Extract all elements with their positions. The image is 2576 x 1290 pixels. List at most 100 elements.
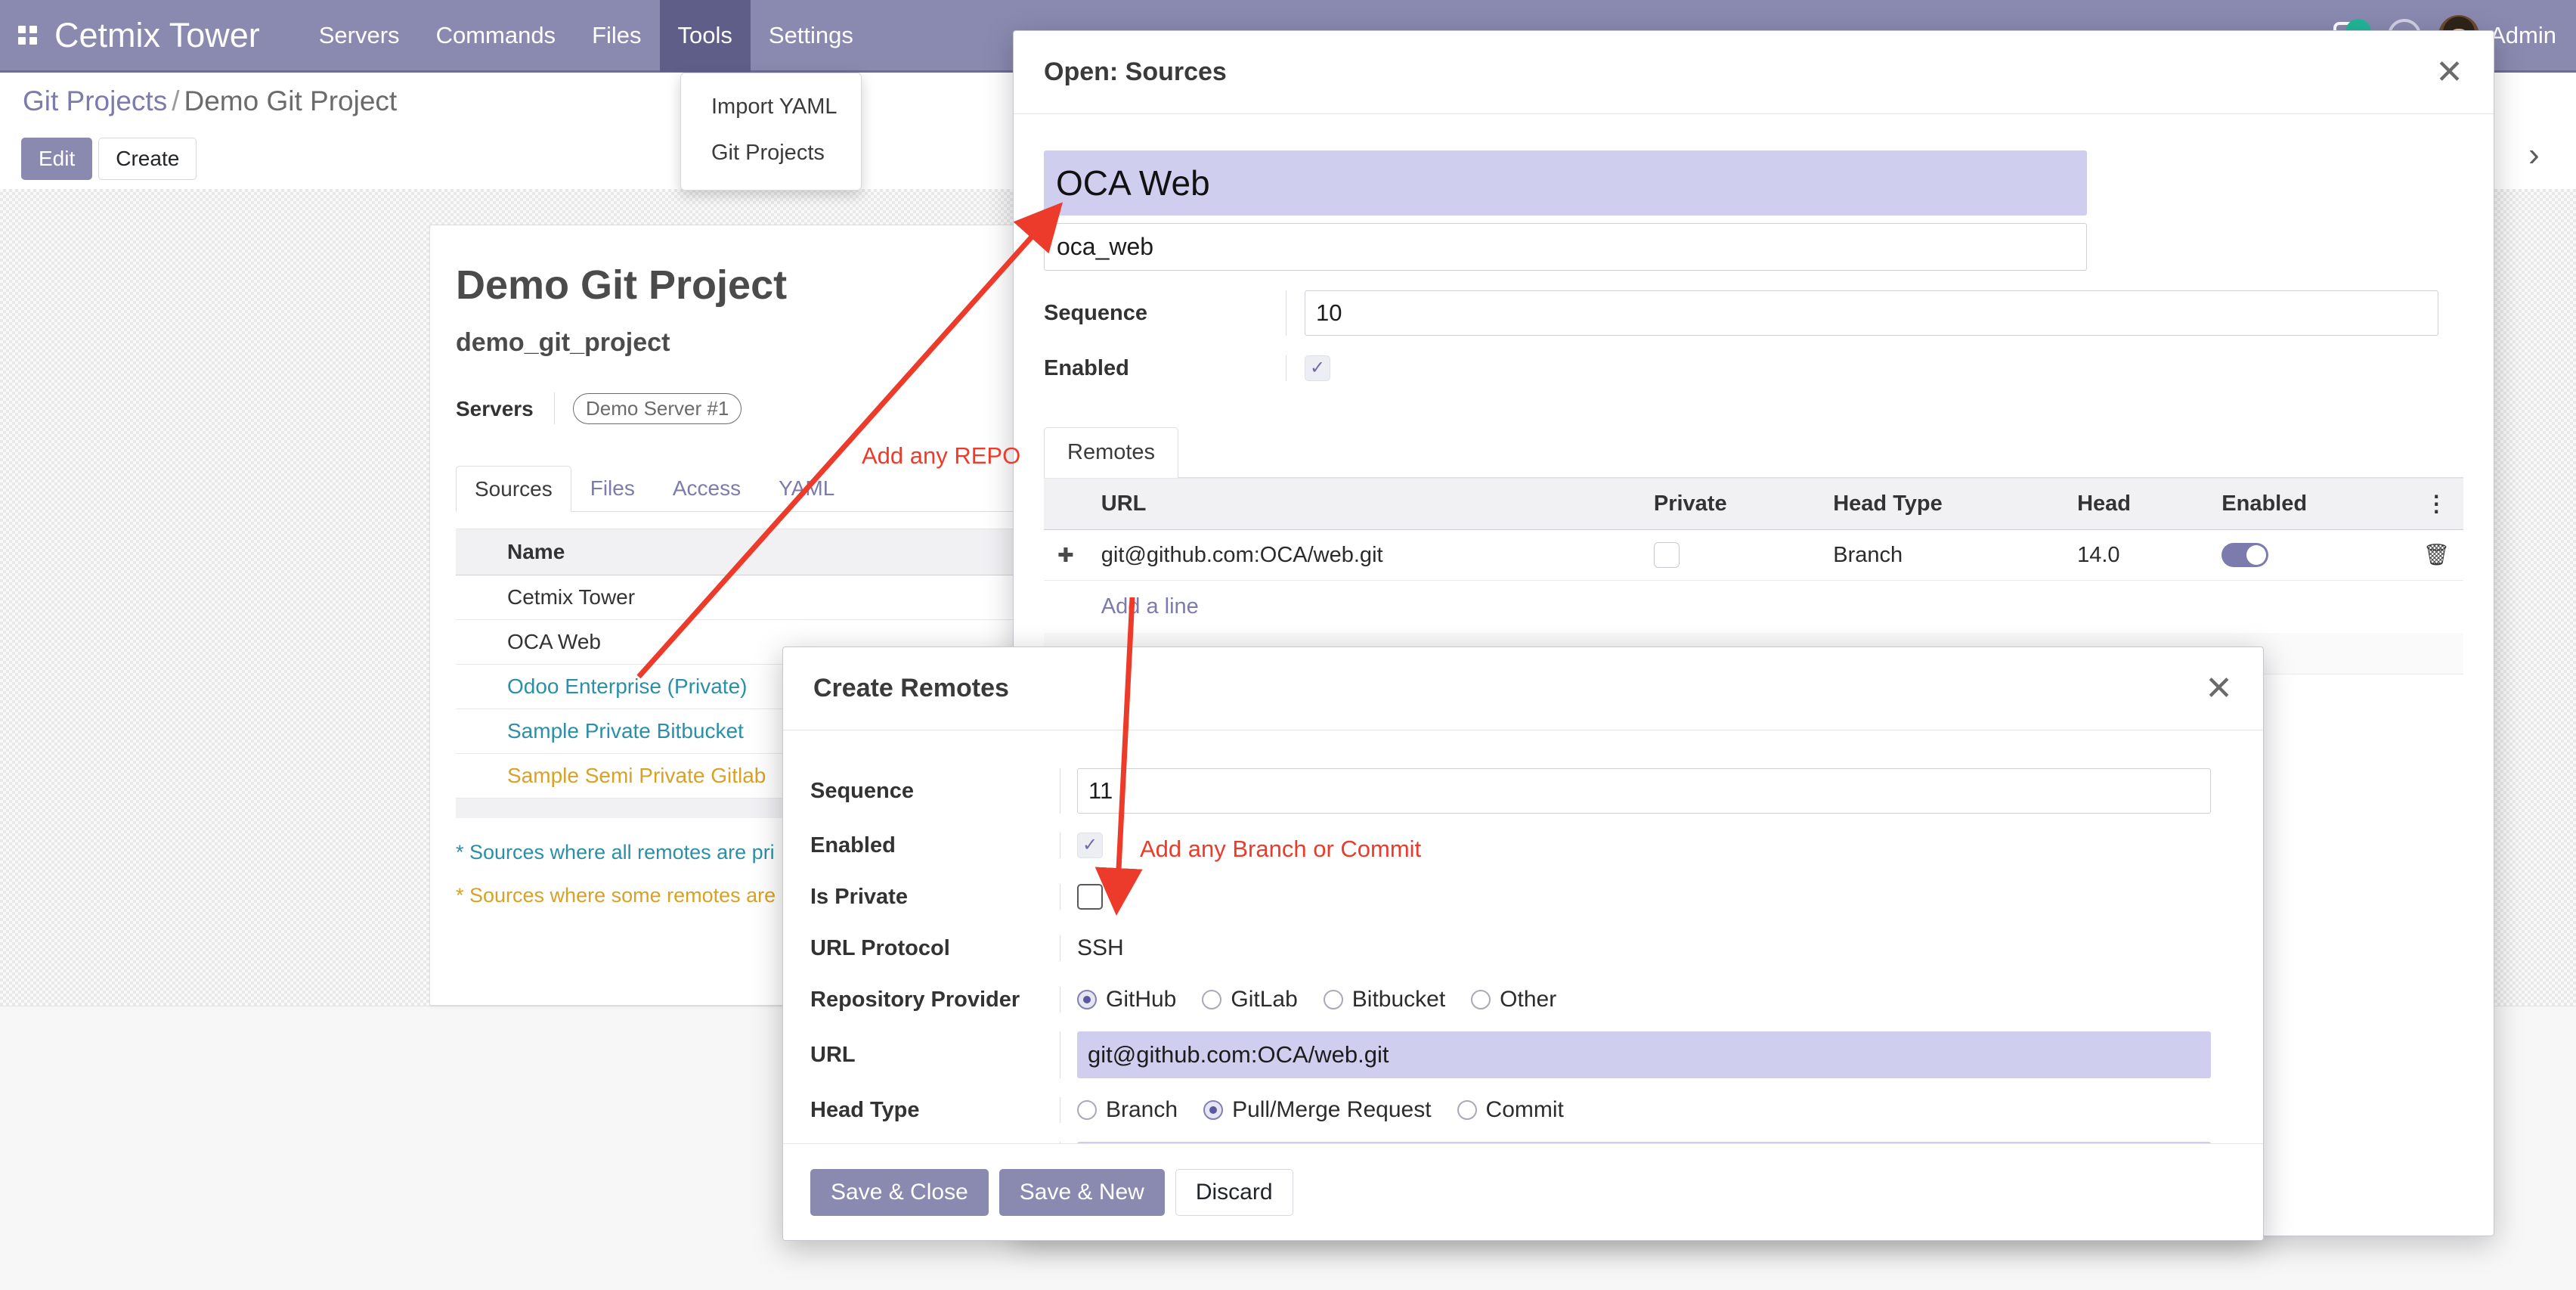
source-technical-name-input[interactable] xyxy=(1044,223,2087,271)
control-panel-buttons: Edit Create xyxy=(21,138,197,180)
remote-head-type-label: Head Type xyxy=(810,1097,920,1122)
edit-button[interactable]: Edit xyxy=(21,138,93,180)
radio-bitbucket-label: Bitbucket xyxy=(1351,987,1446,1012)
tab-remotes[interactable]: Remotes xyxy=(1044,427,1179,478)
drag-column-header xyxy=(1044,478,1088,530)
enabled-toggle[interactable] xyxy=(2221,543,2269,567)
radio-other[interactable]: Other xyxy=(1471,987,1556,1012)
chevron-right-icon[interactable]: › xyxy=(2528,136,2540,173)
create-remotes-header: Create Remotes ✕ xyxy=(783,647,2263,730)
remote-head-type-field: Head Type Branch Pull/Merge Request Comm… xyxy=(810,1090,2236,1130)
vertical-dots-icon[interactable]: ⋮ xyxy=(2409,478,2463,530)
radio-commit[interactable]: Commit xyxy=(1457,1097,1564,1123)
row-select-cell[interactable] xyxy=(456,664,495,709)
add-line-spacer xyxy=(1044,581,1088,634)
remote-sequence-input[interactable] xyxy=(1077,768,2211,814)
menu-item-import-yaml[interactable]: Import YAML xyxy=(711,95,838,119)
table-row[interactable]: ✚ git@github.com:OCA/web.git Branch 14.0… xyxy=(1044,529,2463,581)
enabled-checkbox[interactable]: ✓ xyxy=(1305,355,1330,381)
notebook-tabs: Remotes xyxy=(1044,426,2463,478)
sources-dialog-header: Open: Sources ✕ xyxy=(1014,31,2494,114)
source-name-input[interactable] xyxy=(1044,150,2087,216)
remote-private-cell[interactable] xyxy=(1639,529,1820,581)
radio-gitlab-label: GitLab xyxy=(1231,987,1298,1012)
create-button[interactable]: Create xyxy=(98,138,197,180)
column-header-head[interactable]: Head xyxy=(2064,478,2209,530)
column-header-url[interactable]: URL xyxy=(1087,478,1640,530)
sequence-input[interactable] xyxy=(1305,290,2438,336)
remote-enabled-label: Enabled xyxy=(810,833,896,857)
enabled-field: Enabled ✓ xyxy=(1044,355,2463,381)
remote-enabled-checkbox[interactable]: ✓ xyxy=(1077,833,1103,858)
breadcrumb-root[interactable]: Git Projects xyxy=(23,85,168,116)
create-remotes-title: Create Remotes xyxy=(813,674,1009,702)
tab-sources[interactable]: Sources xyxy=(456,466,571,512)
create-remotes-dialog: Create Remotes ✕ Sequence Enabled ✓ Is P… xyxy=(782,647,2264,1241)
tab-access[interactable]: Access xyxy=(672,476,742,500)
radio-gitlab[interactable]: GitLab xyxy=(1202,987,1298,1012)
servers-label: Servers xyxy=(456,397,534,420)
remote-url-input[interactable] xyxy=(1077,1031,2211,1078)
radio-github[interactable]: GitHub xyxy=(1077,987,1176,1012)
remote-url-protocol-field: URL Protocol SSH xyxy=(810,929,2236,968)
radio-dot-icon xyxy=(1077,1100,1097,1120)
brand-title[interactable]: Cetmix Tower xyxy=(54,15,260,54)
legend-semi-private-sources: * Sources where some remotes are xyxy=(456,884,776,907)
remote-url-protocol-value: SSH xyxy=(1060,935,2236,961)
remote-head-type-cell[interactable]: Branch xyxy=(1819,529,2064,581)
breadcrumb-current: Demo Git Project xyxy=(184,85,398,116)
add-a-line-link[interactable]: Add a line xyxy=(1101,594,1199,619)
add-line-row[interactable]: Add a line xyxy=(1044,581,2463,634)
radio-dot-icon xyxy=(1471,990,1491,1009)
remote-enabled-field: Enabled ✓ xyxy=(810,826,2236,865)
radio-pull-merge-request[interactable]: Pull/Merge Request xyxy=(1203,1097,1432,1123)
private-checkbox[interactable] xyxy=(1653,542,1680,568)
nav-item-commands[interactable]: Commands xyxy=(435,21,556,48)
save-close-button[interactable]: Save & Close xyxy=(810,1168,989,1216)
drag-handle-icon[interactable]: ✚ xyxy=(1044,529,1088,581)
remote-head-cell[interactable]: 14.0 xyxy=(2064,529,2209,581)
repository-provider-radio-group: GitHub GitLab Bitbucket Other xyxy=(1077,987,1556,1012)
row-select-cell[interactable] xyxy=(456,619,495,665)
grid-apps-icon[interactable] xyxy=(0,0,54,72)
sources-dialog-body: Sequence Enabled ✓ Remotes xyxy=(1014,114,2494,674)
nav-item-tools[interactable]: Tools xyxy=(659,0,751,72)
remote-url-cell[interactable]: git@github.com:OCA/web.git xyxy=(1087,529,1640,581)
remote-enabled-cell[interactable] xyxy=(2208,529,2410,581)
radio-branch-label: Branch xyxy=(1106,1097,1178,1122)
record-technical-name: demo_git_project xyxy=(456,328,670,357)
create-remotes-body: Sequence Enabled ✓ Is Private URL Protoc… xyxy=(783,730,2263,1189)
menu-item-git-projects[interactable]: Git Projects xyxy=(711,141,825,165)
close-icon[interactable]: ✕ xyxy=(2435,53,2463,91)
radio-dot-icon xyxy=(1202,990,1222,1009)
close-icon[interactable]: ✕ xyxy=(2205,669,2233,707)
row-select-cell[interactable] xyxy=(456,575,495,620)
tab-files[interactable]: Files xyxy=(590,476,635,500)
trash-icon[interactable]: 🗑 xyxy=(2409,529,2463,581)
radio-github-label: GitHub xyxy=(1106,987,1177,1012)
row-select-cell[interactable] xyxy=(456,709,495,754)
tab-yaml[interactable]: YAML xyxy=(779,476,835,500)
sequence-field: Sequence xyxy=(1044,290,2463,336)
remote-enabled-value: ✓ xyxy=(1060,833,2236,858)
add-line-cell[interactable]: Add a line xyxy=(1088,581,2463,634)
apps-grid-glyph xyxy=(17,26,37,45)
radio-branch[interactable]: Branch xyxy=(1077,1097,1178,1123)
nav-item-settings[interactable]: Settings xyxy=(768,21,853,48)
row-select-cell[interactable] xyxy=(456,753,495,798)
column-header-head-type[interactable]: Head Type xyxy=(1819,478,2064,530)
nav-item-files[interactable]: Files xyxy=(592,21,642,48)
breadcrumb-separator: / xyxy=(172,85,180,116)
url-protocol-text[interactable]: SSH xyxy=(1077,935,1124,960)
server-tag[interactable]: Demo Server #1 xyxy=(573,392,742,424)
radio-other-label: Other xyxy=(1500,987,1557,1012)
column-header-enabled[interactable]: Enabled xyxy=(2208,478,2410,530)
discard-button[interactable]: Discard xyxy=(1175,1168,1293,1216)
remote-repository-provider-field: Repository Provider GitHub GitLab Bitbuc… xyxy=(810,980,2236,1019)
column-header-private[interactable]: Private xyxy=(1639,478,1820,530)
user-name-label[interactable]: Admin xyxy=(2490,21,2556,48)
remote-is-private-checkbox[interactable] xyxy=(1077,884,1103,910)
save-new-button[interactable]: Save & New xyxy=(999,1168,1165,1216)
nav-item-servers[interactable]: Servers xyxy=(318,21,400,48)
radio-bitbucket[interactable]: Bitbucket xyxy=(1323,987,1446,1012)
